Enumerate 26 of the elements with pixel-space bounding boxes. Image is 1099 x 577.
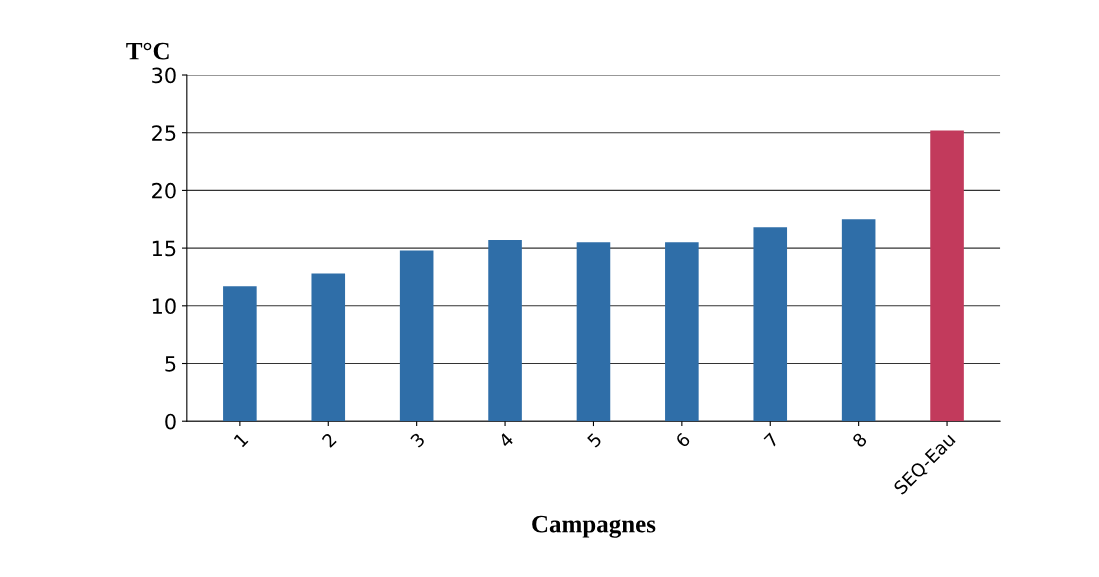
x-tick-label: 6 [674, 431, 691, 449]
bar [753, 227, 788, 422]
y-tick-label: 0 [165, 413, 176, 430]
x-tick-label: 4 [497, 432, 515, 449]
bar [665, 242, 699, 422]
bar [488, 240, 522, 422]
x-tick-label: 1 [233, 432, 249, 448]
y-tick-label: 25 [152, 125, 176, 141]
bar [930, 130, 964, 422]
x-tick-label: 5 [586, 432, 603, 448]
x-tick-label: 8 [851, 432, 868, 449]
bar [841, 219, 876, 422]
bar [576, 242, 611, 422]
y-tick-label: 15 [152, 240, 176, 257]
bar [311, 273, 346, 422]
y-tick-label: 20 [152, 182, 176, 199]
x-tick-label: 2 [321, 432, 337, 448]
y-tick-label: 5 [165, 356, 176, 372]
y-tick-label: 30 [152, 67, 176, 84]
y-axis-title: T°C [126, 42, 169, 60]
x-axis-title: Campagnes [532, 515, 656, 538]
x-tick-label: 3 [409, 432, 426, 448]
x-tick-label: 7 [763, 432, 779, 448]
y-tick-label: 10 [152, 298, 176, 315]
bar [223, 286, 257, 422]
bar [399, 250, 434, 422]
